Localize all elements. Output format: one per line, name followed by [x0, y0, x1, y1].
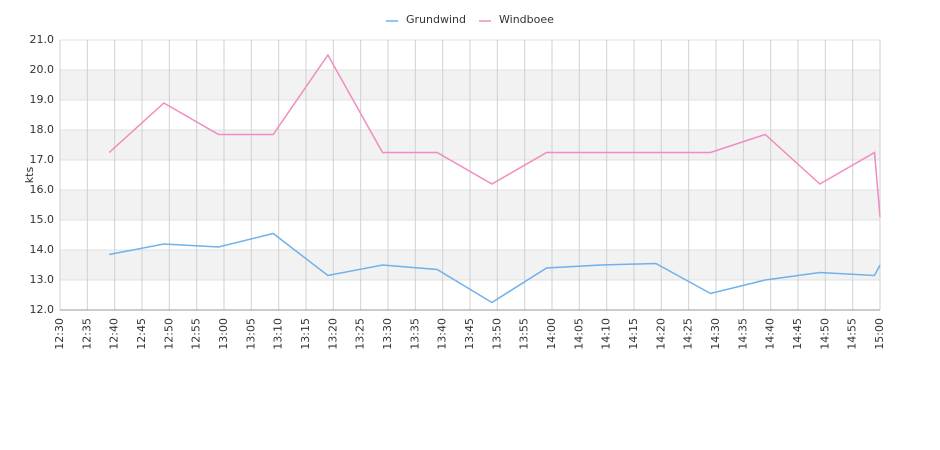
x-tick-label: 12:50	[162, 318, 175, 350]
y-tick-label: 17.0	[30, 153, 55, 166]
x-tick-label: 13:05	[244, 318, 257, 350]
x-tick-label: 12:30	[53, 318, 66, 350]
y-tick-label: 12.0	[30, 303, 55, 316]
x-tick-label: 15:00	[873, 318, 886, 350]
y-tick-label: 14.0	[30, 243, 55, 256]
y-tick-label: 20.0	[30, 63, 55, 76]
x-tick-label: 13:45	[463, 318, 476, 350]
y-axis-label: kts	[23, 167, 36, 184]
x-tick-label: 13:20	[326, 318, 339, 350]
x-tick-label: 13:40	[436, 318, 449, 350]
x-tick-label: 14:10	[600, 318, 613, 350]
x-tick-label: 12:35	[80, 318, 93, 350]
x-tick-label: 13:10	[272, 318, 285, 350]
x-tick-label: 13:30	[381, 318, 394, 350]
x-tick-label: 14:35	[736, 318, 749, 350]
y-tick-label: 16.0	[30, 183, 55, 196]
x-tick-label: 14:30	[709, 318, 722, 350]
y-tick-label: 13.0	[30, 273, 55, 286]
x-tick-label: 14:25	[682, 318, 695, 350]
x-tick-label: 12:45	[135, 318, 148, 350]
x-tick-label: 14:45	[791, 318, 804, 350]
x-tick-label: 14:40	[764, 318, 777, 350]
x-tick-label: 14:15	[627, 318, 640, 350]
y-tick-label: 21.0	[30, 33, 55, 46]
line	[108, 53, 881, 218]
x-tick-label: 13:00	[217, 318, 230, 350]
legend-label: Grundwind	[406, 13, 466, 26]
x-tick-label: 14:20	[654, 318, 667, 350]
x-tick-label: 12:55	[190, 318, 203, 350]
x-tick-label: 13:50	[490, 318, 503, 350]
x-tick-label: 13:15	[299, 318, 312, 350]
x-tick-label: 14:55	[846, 318, 859, 350]
x-tick-label: 14:05	[572, 318, 585, 350]
legend-label: Windboee	[499, 13, 554, 26]
x-tick-label: 13:55	[518, 318, 531, 350]
line	[109, 232, 881, 304]
y-tick-label: 18.0	[30, 123, 55, 136]
y-tick-label: 19.0	[30, 93, 55, 106]
x-tick-label: 14:50	[818, 318, 831, 350]
x-tick-label: 13:35	[408, 318, 421, 350]
x-tick-label: 13:25	[354, 318, 367, 350]
x-tick-label: 14:00	[545, 318, 558, 350]
x-tick-label: 12:40	[108, 318, 121, 350]
y-tick-label: 15.0	[30, 213, 55, 226]
